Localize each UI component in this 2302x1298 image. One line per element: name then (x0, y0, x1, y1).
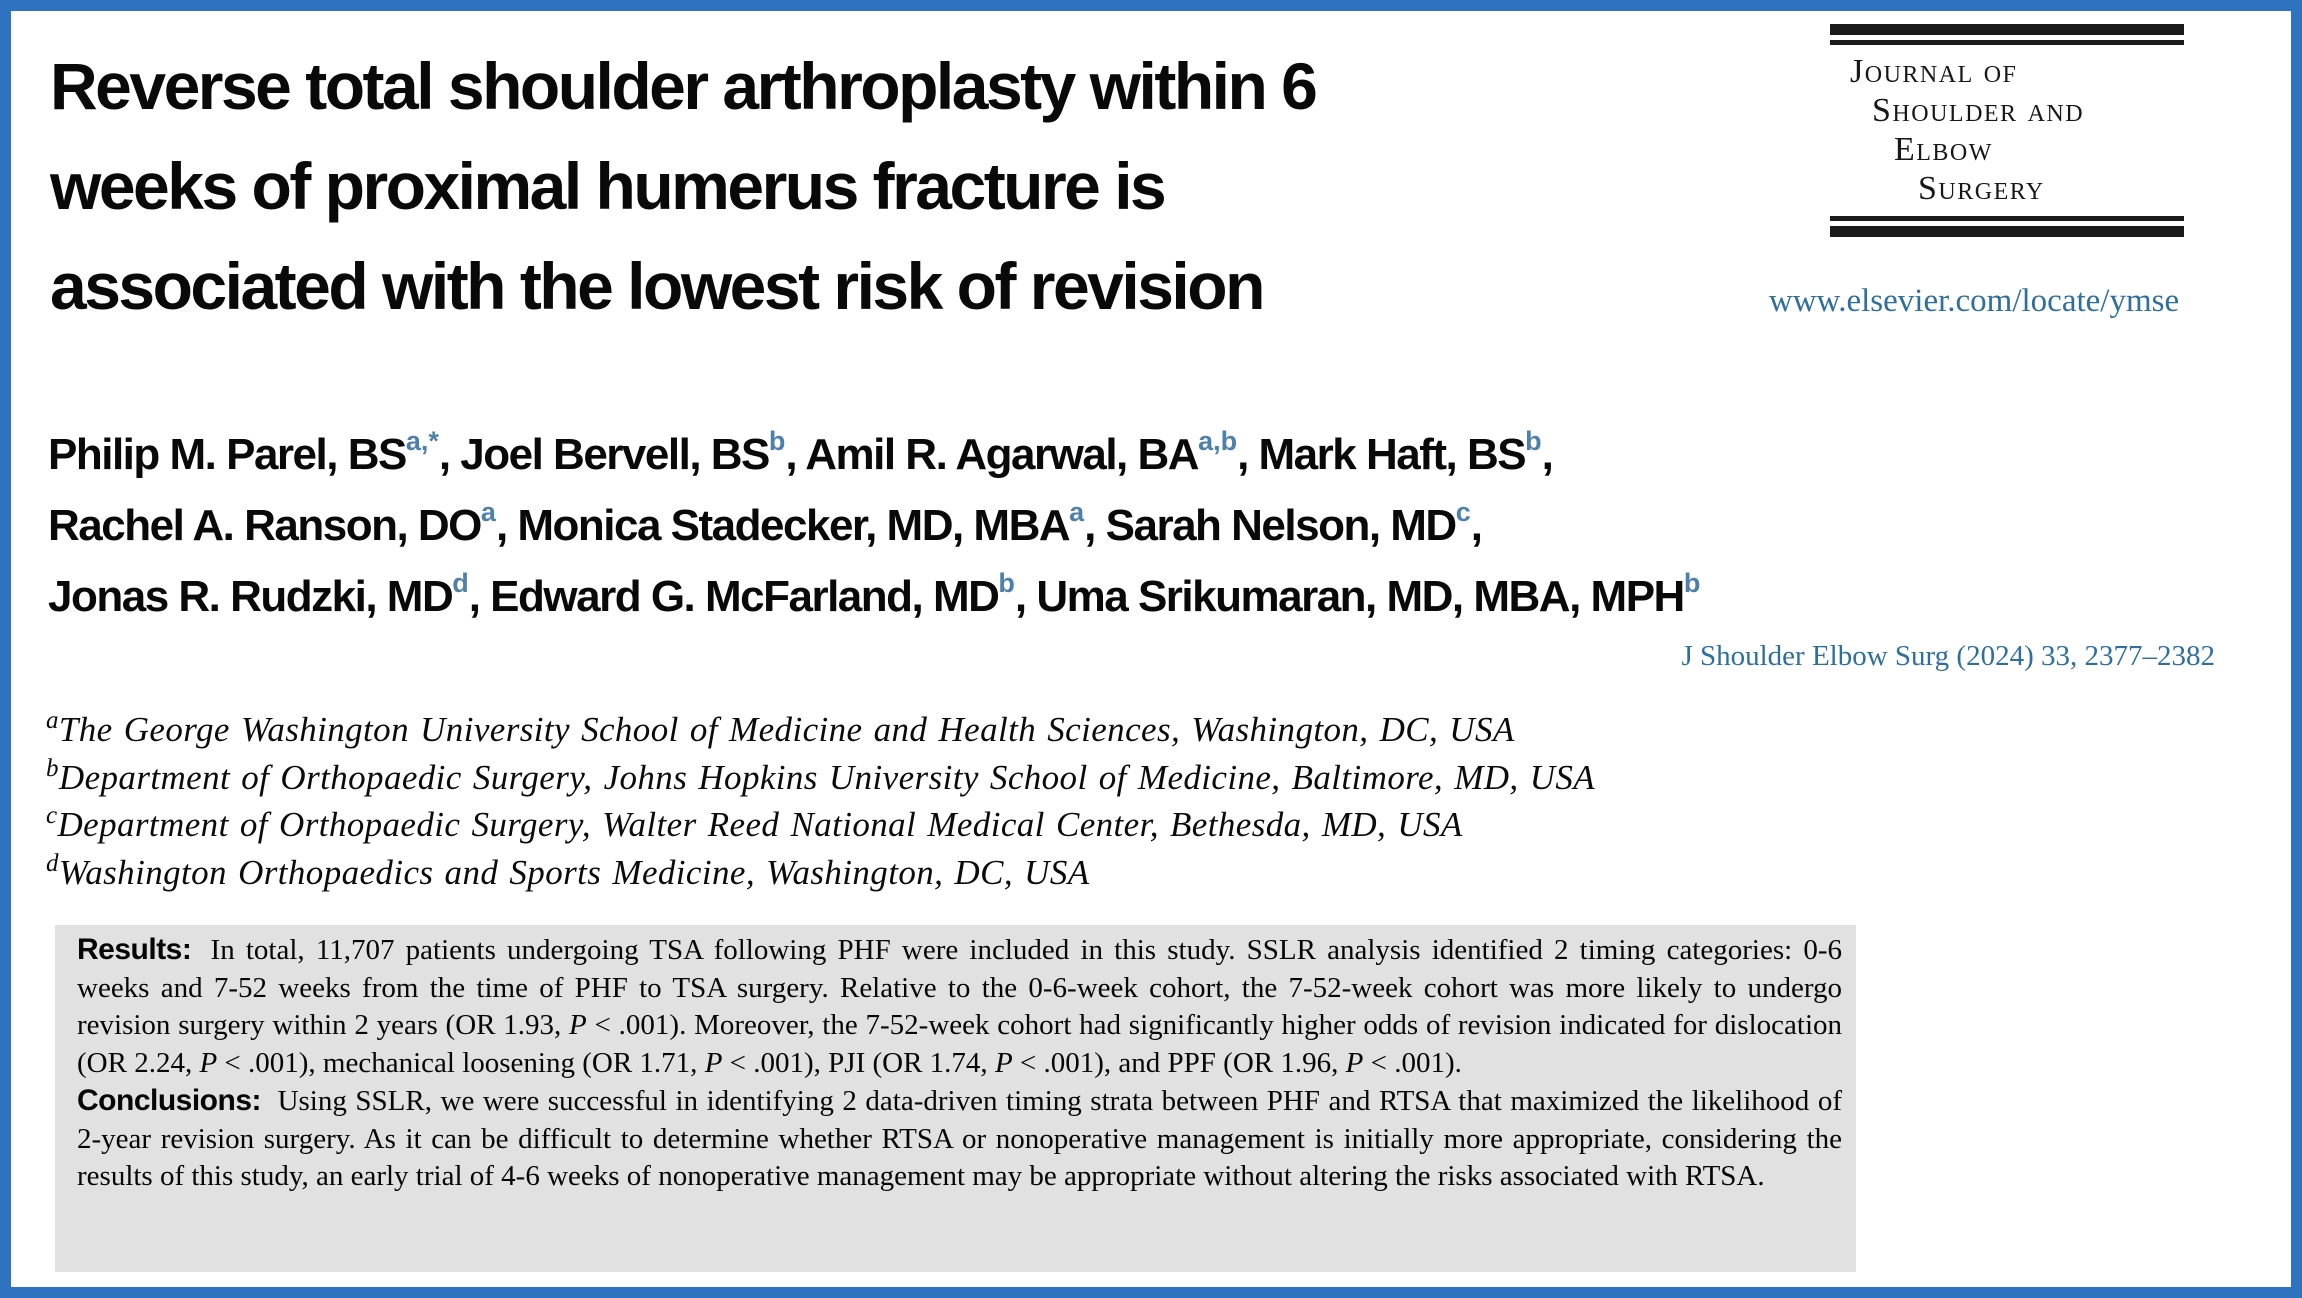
citation-link[interactable]: J Shoulder Elbow Surg (2024) 33, 2377–23… (1681, 640, 2215, 672)
logo-top-thin-rule (1830, 40, 2184, 45)
article-title-line-2: weeks of proximal humerus fracture is (50, 149, 1167, 223)
journal-name-line-4: Surgery (1918, 170, 2045, 207)
journal-url-link[interactable]: www.elsevier.com/locate/ymse (1768, 283, 2180, 319)
article-title: Reverse total shoulder arthroplasty with… (50, 36, 1730, 336)
journal-name-line-2: Shoulder and (1872, 92, 2085, 129)
affiliation-line-a: aThe George Washington University School… (46, 707, 1515, 749)
author-list: Philip M. Parel, BSa,*, Joel Bervell, BS… (48, 419, 2268, 632)
article-title-line-1: Reverse total shoulder arthroplasty with… (50, 49, 1318, 123)
journal-name: Journal of Shoulder and Elbow Surgery (1830, 52, 2184, 208)
author-line-1: Philip M. Parel, BSa,*, Joel Bervell, BS… (48, 426, 1554, 480)
abstract-conclusions-paragraph: Conclusions: Using SSLR, we were success… (77, 1084, 1842, 1192)
journal-name-line-3: Elbow (1894, 131, 1993, 168)
affiliation-line-c: cDepartment of Orthopaedic Surgery, Walt… (46, 802, 1463, 844)
affiliation-line-b: bDepartment of Orthopaedic Surgery, John… (46, 754, 1596, 797)
author-line-3: Jonas R. Rudzki, MDd, Edward G. McFarlan… (48, 568, 1701, 622)
abstract-box: Results: In total, 11,707 patients under… (55, 925, 1856, 1272)
journal-logo: Journal of Shoulder and Elbow Surgery (1830, 24, 2184, 237)
journal-name-line-1: Journal of (1850, 53, 2018, 90)
logo-bottom-thick-rule (1830, 226, 2184, 237)
affiliation-line-d: dWashington Orthopaedics and Sports Medi… (46, 849, 1090, 892)
logo-bottom-thin-rule (1830, 216, 2184, 221)
author-line-2: Rachel A. Ranson, DOa, Monica Stadecker,… (48, 497, 1483, 551)
affiliation-list: aThe George Washington University School… (46, 706, 2246, 896)
article-title-line-3: associated with the lowest risk of revis… (50, 249, 1265, 323)
abstract-results-paragraph: Results: In total, 11,707 patients under… (77, 933, 1842, 1079)
logo-top-thick-rule (1830, 24, 2184, 35)
